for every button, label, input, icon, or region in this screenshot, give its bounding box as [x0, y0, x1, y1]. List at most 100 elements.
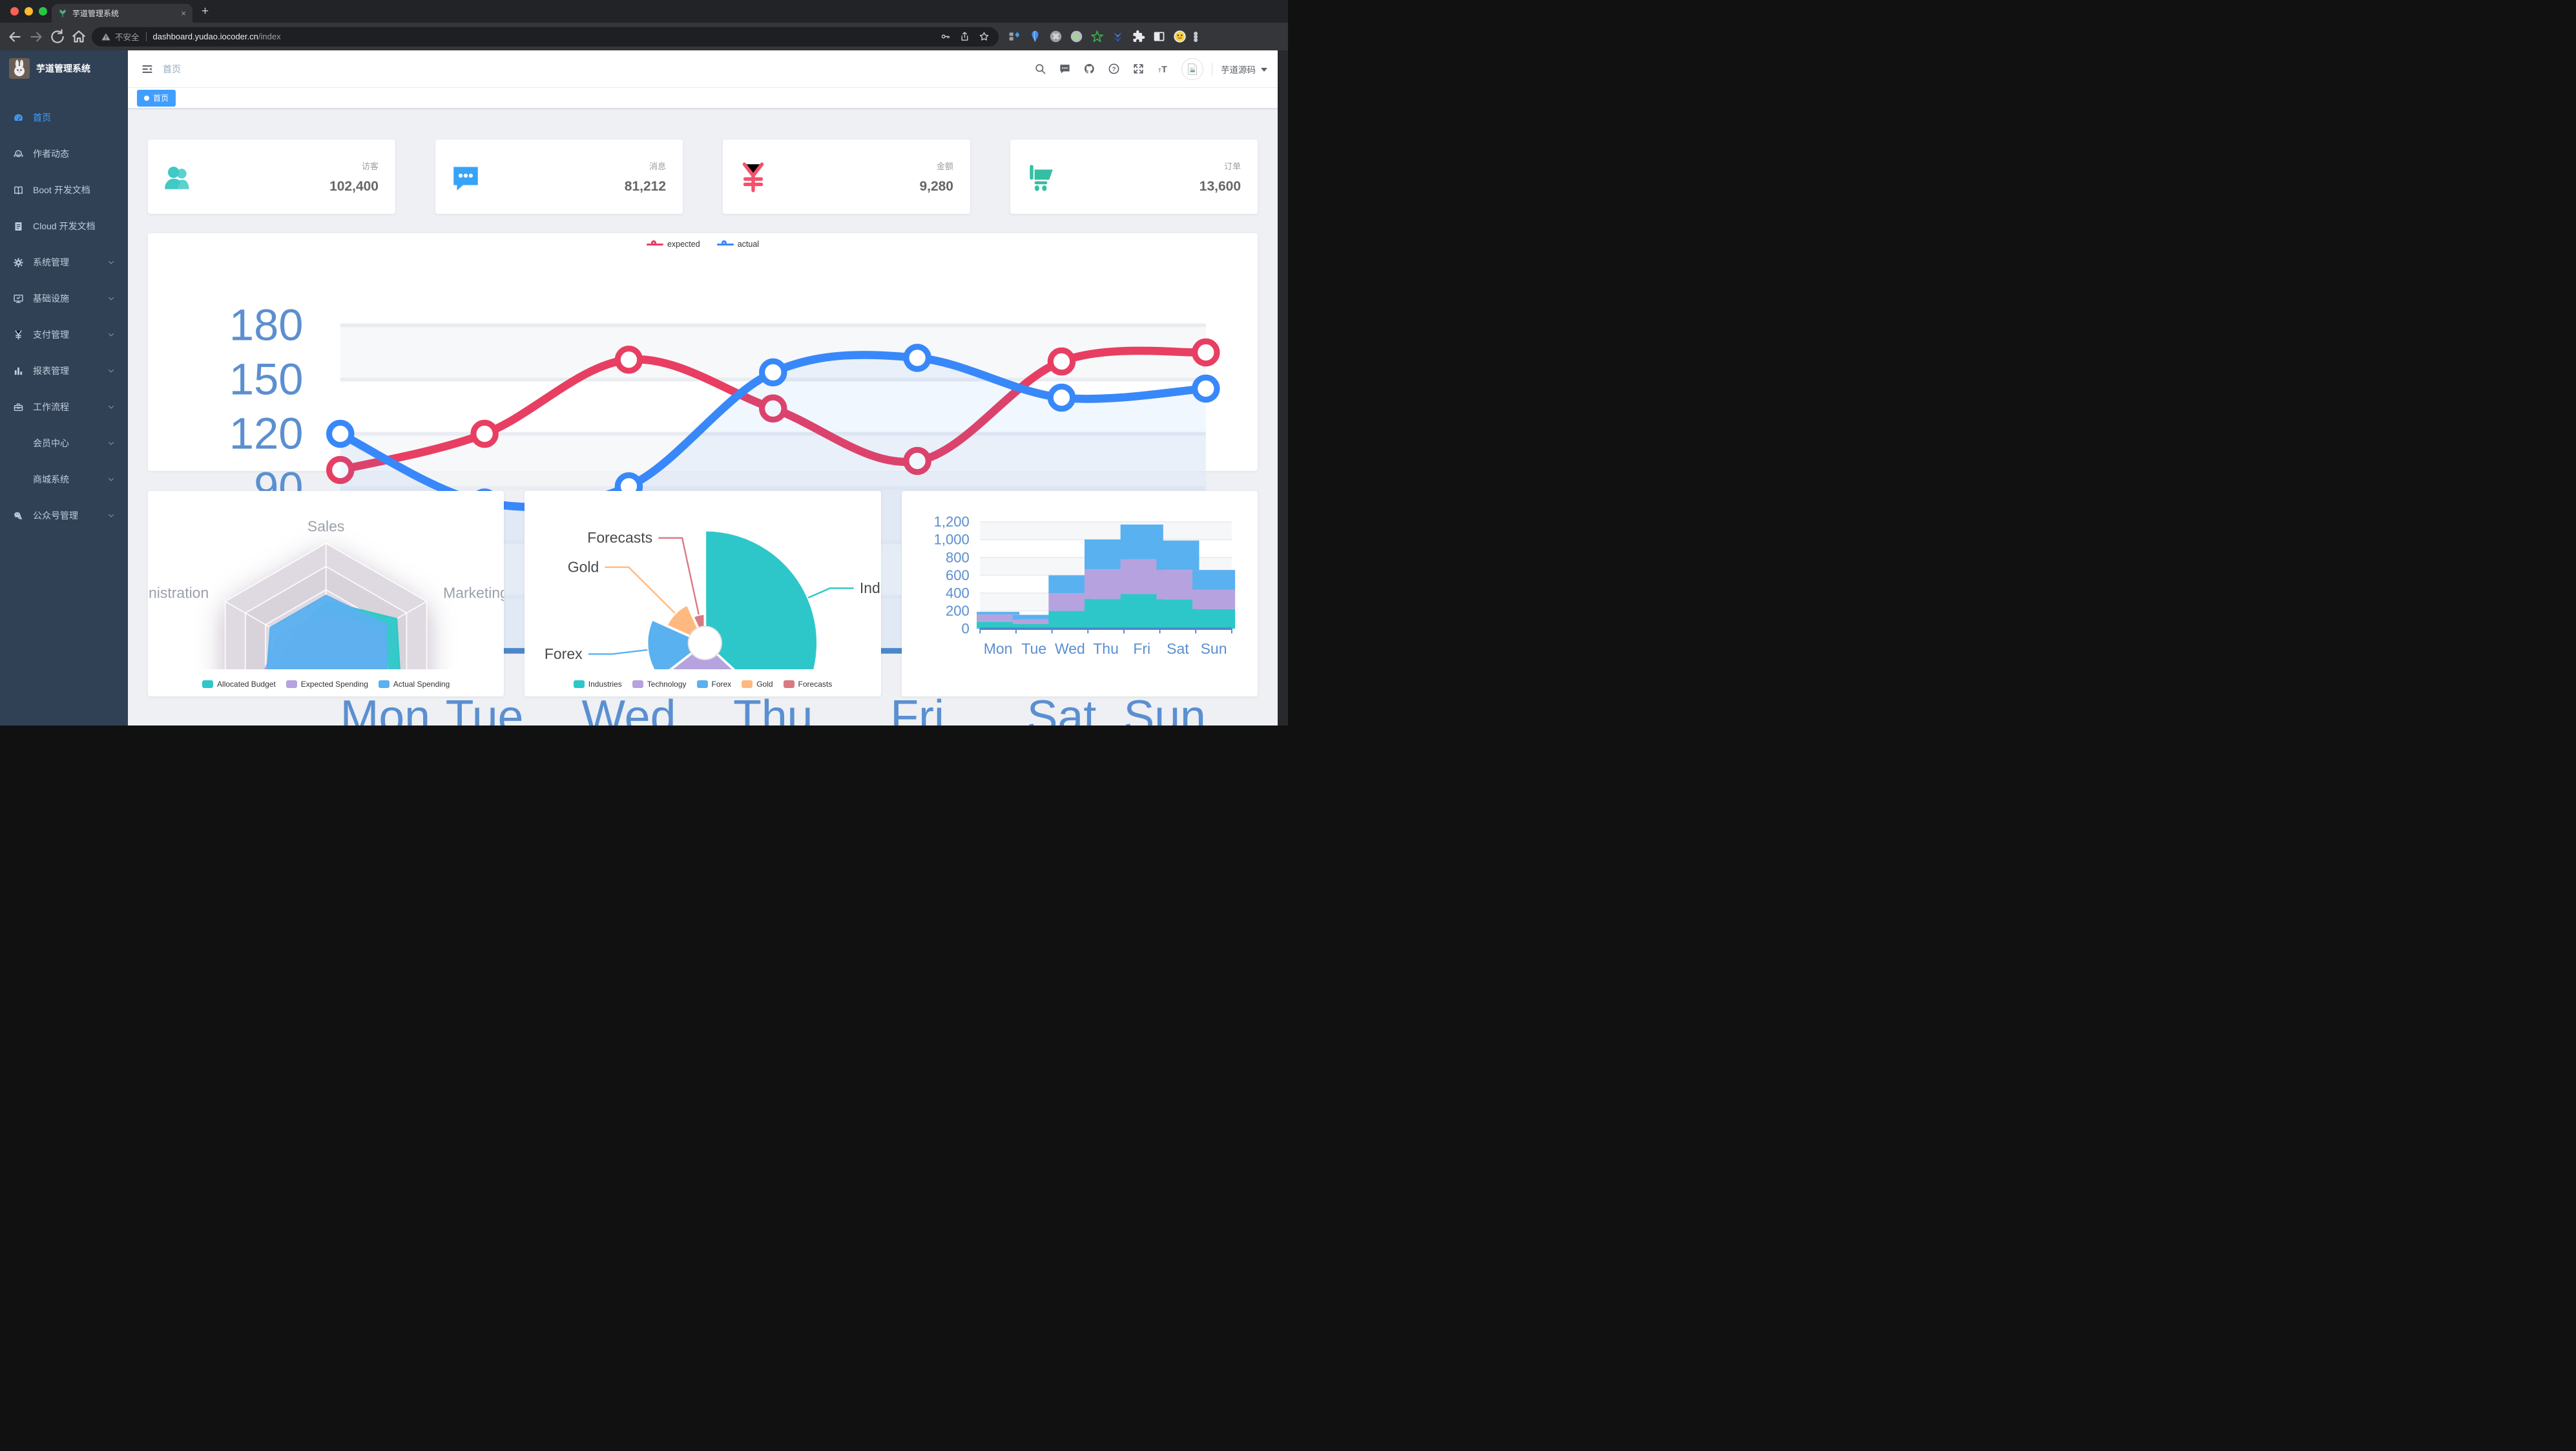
chevron-down-icon [107, 367, 115, 375]
svg-text:Mon: Mon [983, 640, 1012, 657]
tab-close-icon[interactable]: × [181, 8, 186, 18]
svg-text:Forecasts: Forecasts [588, 529, 653, 546]
stat-card-orders[interactable]: 订单 13,600 [1010, 140, 1258, 214]
browser-tab[interactable]: 芋道管理系统 × [52, 4, 192, 23]
sidebar-item-label: 首页 [33, 112, 51, 123]
key-icon[interactable] [940, 31, 951, 42]
svg-text:Thu: Thu [733, 691, 813, 725]
sidebar-item-member-center[interactable]: 会员中心 [0, 425, 128, 461]
sidebar-item-wechat-mp[interactable]: 公众号管理 [0, 497, 128, 534]
legend-item-actual[interactable]: actual [716, 240, 759, 249]
window-controls[interactable] [10, 7, 47, 16]
star-icon[interactable] [979, 31, 990, 42]
sidebar-item-home[interactable]: 首页 [0, 99, 128, 136]
sidepanel-icon[interactable] [1152, 30, 1166, 43]
star-ext-icon[interactable] [1090, 30, 1104, 43]
back-icon[interactable] [6, 28, 23, 45]
legend-item[interactable]: Allocated Budget [202, 680, 276, 689]
image-placeholder-icon [1185, 62, 1200, 76]
face-avatar-icon[interactable] [1173, 30, 1187, 43]
message-icon [450, 161, 482, 193]
avatar[interactable] [1181, 57, 1203, 80]
tag-home[interactable]: 首页 [137, 89, 176, 107]
svg-text:800: 800 [946, 549, 970, 565]
sidebar-toggle-icon[interactable] [141, 63, 154, 76]
svg-text:Sun: Sun [1123, 691, 1205, 725]
svg-text:Gold: Gold [568, 558, 599, 575]
kebab-menu-icon[interactable]: ● ● ● [1193, 28, 1199, 45]
svg-text:120: 120 [229, 408, 304, 458]
maximize-window-button[interactable] [39, 7, 47, 16]
security-label: 不安全 [115, 33, 140, 42]
legend-item[interactable]: Industries [573, 680, 622, 689]
stat-label: 消息 [649, 161, 666, 171]
sidebar-item-system-mgmt[interactable]: 系统管理 [0, 244, 128, 280]
share-icon[interactable] [959, 31, 970, 42]
close-window-button[interactable] [10, 7, 19, 16]
sidebar-item-workflow[interactable]: 工作流程 [0, 389, 128, 425]
stat-card-messages[interactable]: 消息 81,212 [435, 140, 683, 214]
puzzle-icon[interactable] [1132, 30, 1145, 43]
svg-text:Sales: Sales [307, 517, 344, 534]
window-edge [1278, 50, 1288, 725]
user-menu[interactable]: 芋道源码 [1221, 63, 1267, 76]
sidebar-item-author-news[interactable]: 作者动态 [0, 136, 128, 172]
legend-item[interactable]: Actual Spending [378, 680, 450, 689]
home-icon[interactable] [70, 28, 87, 45]
new-tab-button[interactable]: + [202, 5, 209, 18]
stat-cards-row: 访客 102,400 消息 81,212 金额 9,280 订单 13,600 [148, 140, 1258, 214]
chat-icon[interactable] [1059, 63, 1071, 75]
sidebar-item-boot-docs[interactable]: Boot 开发文档 [0, 172, 128, 208]
stat-label: 金额 [936, 161, 953, 171]
bar-chart-panel: 0 200 400 600 800 1,000 1,200 Mon Tue Wed Thu Fri Sa… [901, 491, 1258, 696]
line-chart-panel: expected actual 0306090120150180MonTueWe… [148, 233, 1258, 725]
address-bar[interactable]: 不安全 dashboard.yudao.iocoder.cn /index [92, 26, 999, 47]
command-ext-icon[interactable]: ⌘ [1049, 30, 1063, 43]
sidebar-item-mall-system[interactable]: 商城系统 [0, 461, 128, 497]
stat-card-amount[interactable]: 金额 9,280 [723, 140, 970, 214]
stat-value: 9,280 [919, 178, 953, 194]
chevrons-ext-icon[interactable] [1111, 30, 1125, 43]
stat-label: 订单 [1223, 161, 1241, 171]
sidebar-item-label: 会员中心 [33, 438, 69, 448]
minimize-window-button[interactable] [25, 7, 33, 16]
stat-label: 访客 [361, 161, 379, 171]
fullscreen-icon[interactable] [1132, 63, 1145, 75]
sidebar-item-payment-mgmt[interactable]: 支付管理 [0, 317, 128, 353]
question-icon[interactable]: ? [1108, 63, 1120, 75]
reload-icon[interactable] [49, 28, 66, 45]
grid-ext-icon[interactable] [1008, 30, 1021, 43]
people-icon [162, 161, 194, 193]
forward-icon[interactable] [28, 28, 45, 45]
legend-item[interactable]: Gold [742, 680, 773, 689]
tag-label: 首页 [153, 94, 169, 103]
sidebar-item-report-mgmt[interactable]: 报表管理 [0, 353, 128, 389]
search-icon[interactable] [1034, 63, 1046, 75]
legend-item[interactable]: Forecasts [783, 680, 832, 689]
dashboard-content: 访客 102,400 消息 81,212 金额 9,280 订单 13,600 [128, 109, 1278, 725]
legend-label: Gold [756, 680, 773, 689]
url-host: dashboard.yudao.iocoder.cn [152, 32, 258, 41]
rabbit-avatar-icon [9, 58, 30, 79]
svg-text:600: 600 [946, 567, 970, 583]
pie-chart-panel: Industries Technology Forex Gold Forecasts I… [525, 491, 881, 696]
legend-item-expected[interactable]: expected [646, 240, 700, 249]
balloon-ext-icon[interactable] [1028, 30, 1042, 43]
sidebar-item-infrastructure[interactable]: 基础设施 [0, 280, 128, 317]
breadcrumb[interactable]: 首页 [163, 63, 181, 74]
sidebar-item-cloud-docs[interactable]: Cloud 开发文档 [0, 208, 128, 244]
tab-title: 芋道管理系统 [72, 9, 119, 18]
stat-value: 81,212 [624, 178, 666, 194]
target-ext-icon[interactable] [1070, 30, 1083, 43]
svg-text:Thu: Thu [1093, 640, 1119, 657]
github-icon[interactable] [1083, 63, 1096, 75]
sidebar-logo[interactable]: 芋道管理系统 [0, 50, 128, 87]
legend-item[interactable]: Forex [696, 680, 731, 689]
svg-text:T: T [1161, 65, 1167, 75]
legend-item[interactable]: Expected Spending [286, 680, 368, 689]
stat-card-visitors[interactable]: 访客 102,400 [148, 140, 395, 214]
legend-item[interactable]: Technology [632, 680, 687, 689]
